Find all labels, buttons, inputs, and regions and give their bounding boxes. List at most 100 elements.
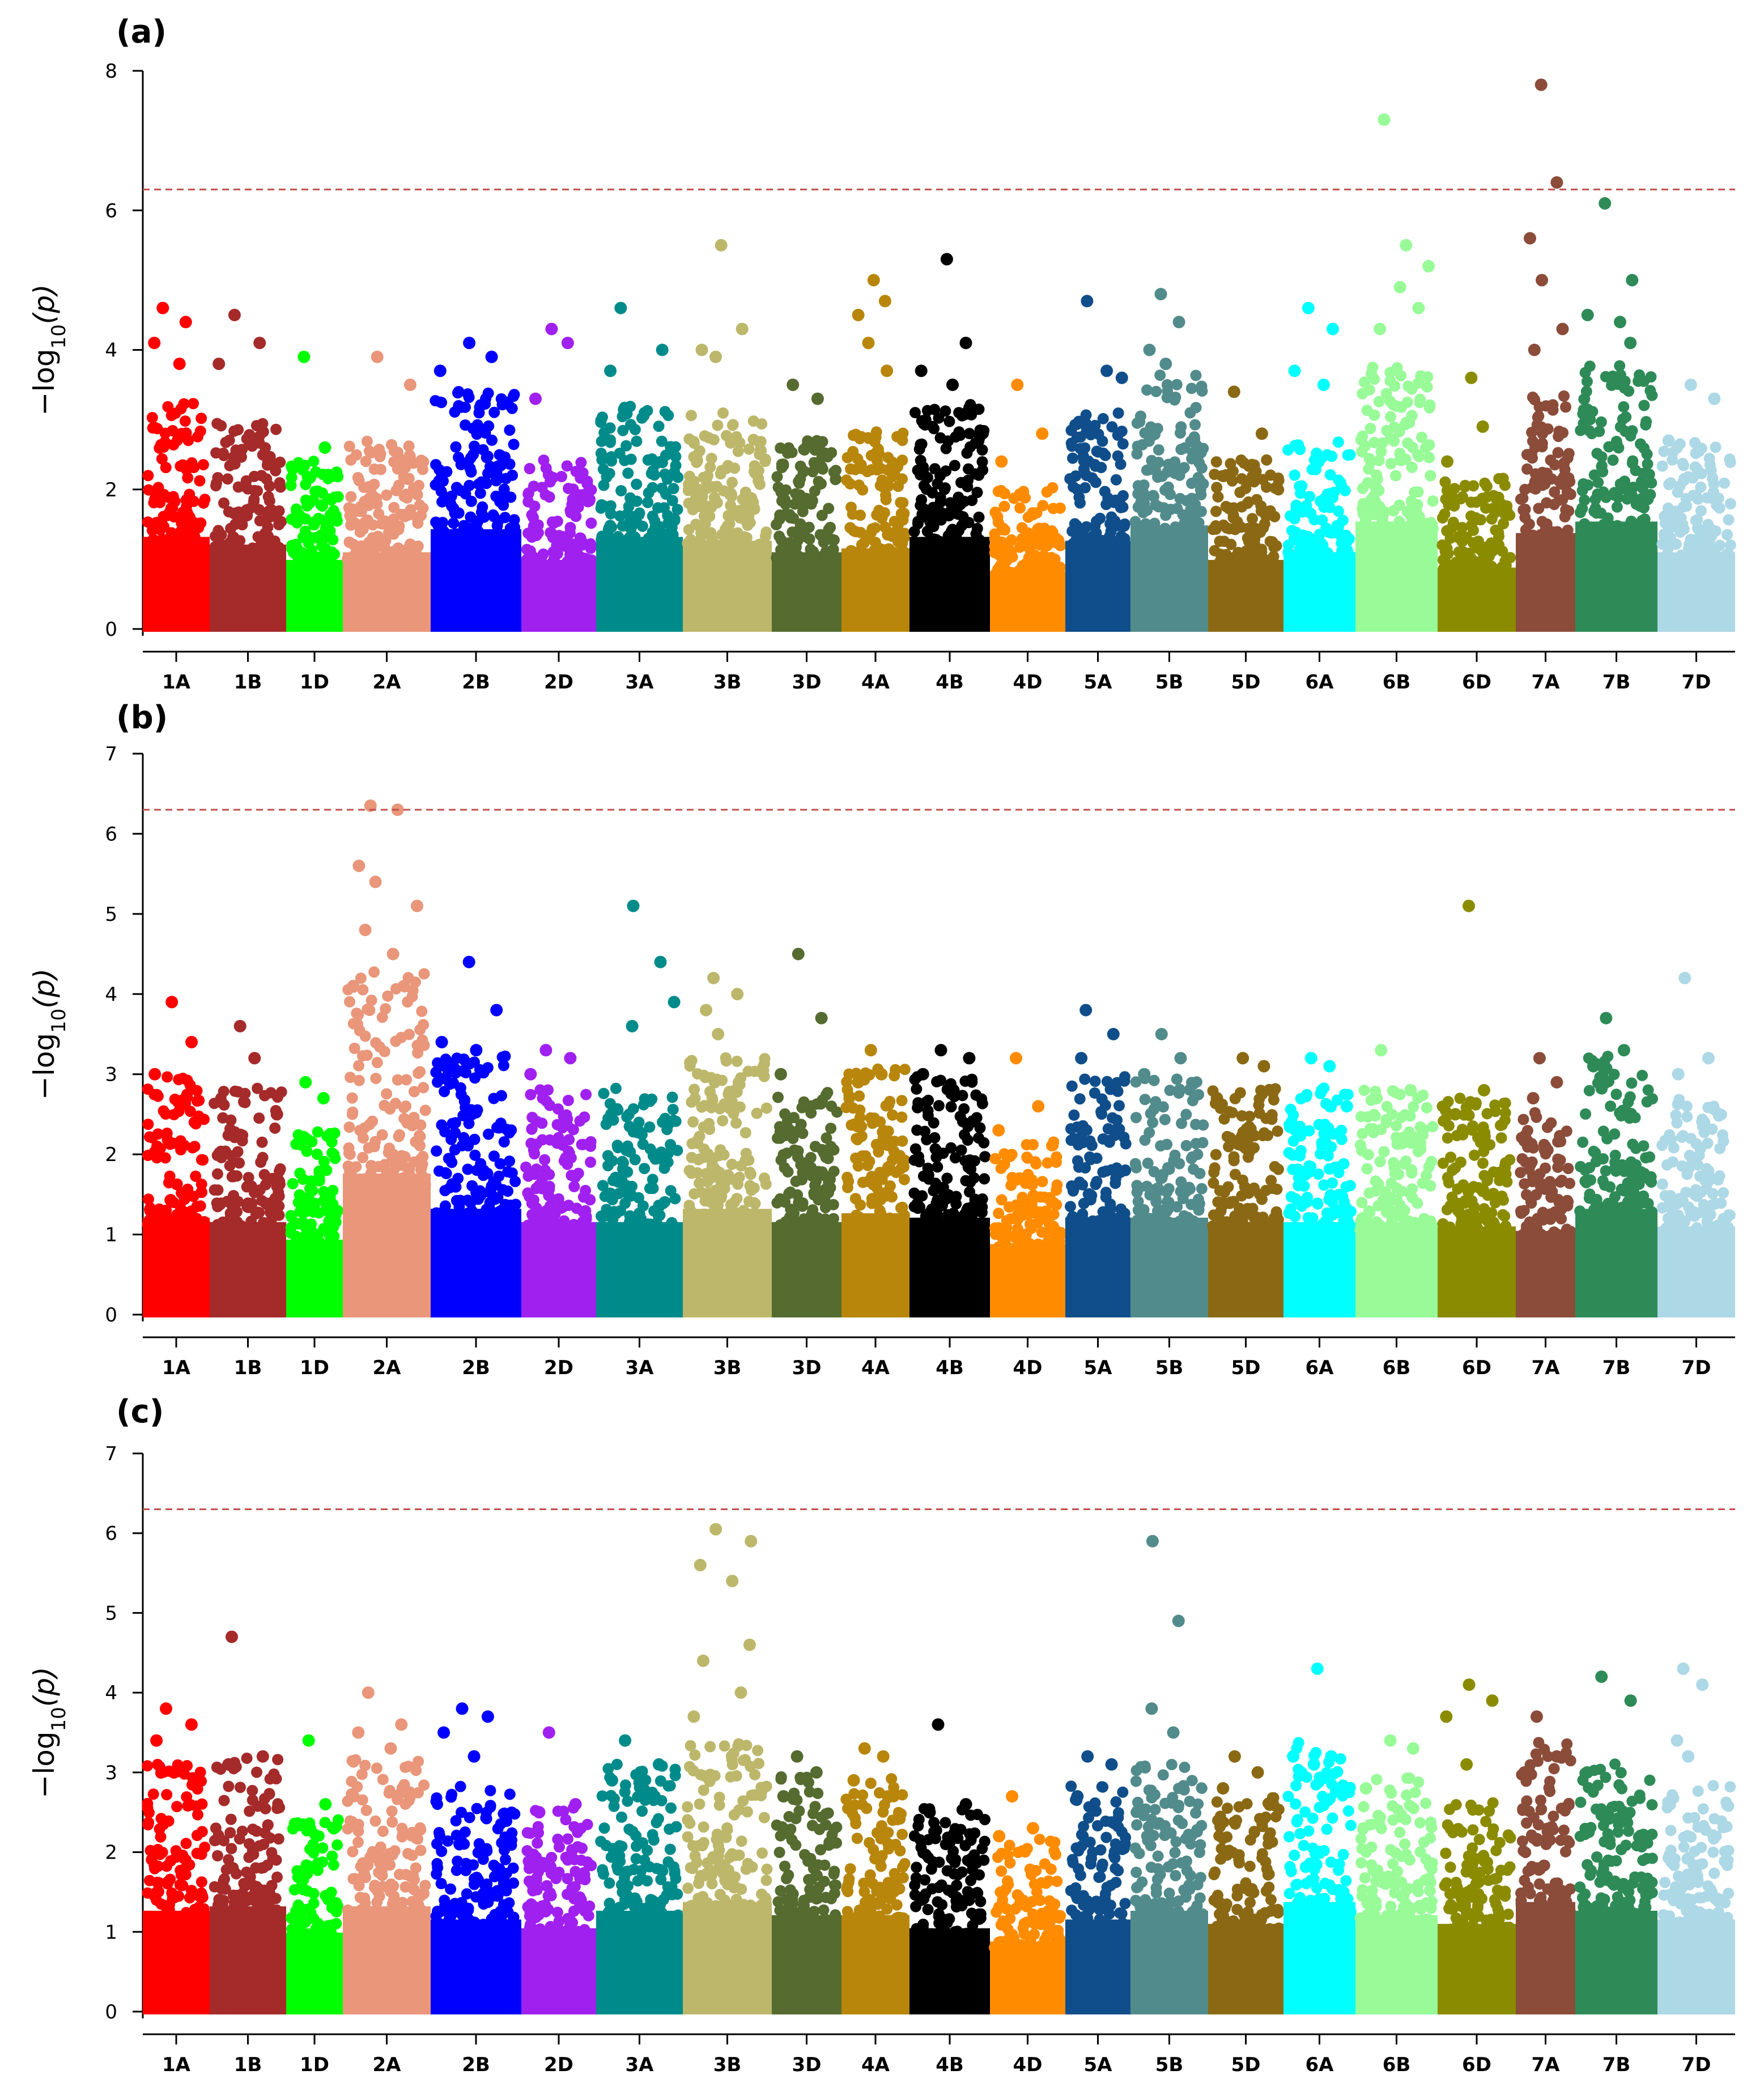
snp-point (949, 460, 960, 471)
snp-point (211, 1197, 223, 1209)
snp-point (1533, 535, 1544, 546)
snp-point (949, 539, 960, 551)
snp-point (1198, 478, 1209, 490)
snp-point (846, 1120, 857, 1131)
snp-point (1110, 1173, 1121, 1184)
snp-point (945, 505, 957, 517)
snp-point (1368, 437, 1380, 448)
snp-point (975, 1123, 986, 1134)
snp-point (1423, 1225, 1435, 1236)
snp-point (1236, 1130, 1247, 1142)
snp-point (620, 1144, 632, 1155)
snp-point (1362, 477, 1374, 488)
snp-point (408, 1112, 419, 1123)
snp-point (857, 1177, 869, 1188)
dense-snp-band (1208, 1222, 1283, 1317)
dense-snp-band (210, 545, 286, 632)
snp-point (399, 981, 410, 993)
snp-point (1423, 452, 1435, 464)
snp-point (845, 464, 856, 475)
snp-point (1368, 1123, 1379, 1134)
snp-point (826, 534, 837, 545)
snp-point (409, 1086, 420, 1097)
snp-point (1370, 1175, 1382, 1187)
snp-point (1293, 1180, 1304, 1191)
snp-point (452, 1173, 464, 1184)
snp-point (539, 1164, 551, 1176)
snp-point (779, 1162, 790, 1174)
snp-point (621, 1111, 632, 1123)
chromosome-6B (1354, 1044, 1438, 1317)
y-tick-label: 4 (105, 983, 117, 1006)
snp-point (259, 1090, 270, 1102)
snp-point (1560, 401, 1571, 413)
chromosome-1D (286, 351, 344, 632)
snp-point (979, 1173, 990, 1184)
snp-point (373, 508, 384, 520)
snp-point (1364, 384, 1375, 396)
snp-point (563, 1146, 574, 1157)
chromosome-6D (1436, 900, 1516, 1317)
snp-point (651, 458, 662, 469)
snp-point (841, 1172, 853, 1183)
snp-point (198, 1113, 210, 1125)
snp-point (440, 1053, 452, 1065)
snp-point (1260, 1113, 1272, 1124)
snp-point (1131, 1180, 1142, 1191)
snp-point (1427, 495, 1439, 507)
snp-point (190, 1171, 201, 1182)
snp-point (441, 1168, 452, 1179)
x-tick-label: 5A (1084, 1357, 1113, 1379)
snp-point (977, 456, 988, 467)
snp-point (605, 1188, 616, 1199)
peak-snp (1323, 1060, 1336, 1073)
snp-point (928, 423, 940, 434)
snp-point (1285, 1104, 1297, 1115)
snp-point (1174, 1158, 1185, 1170)
peak-snp (1175, 1052, 1187, 1064)
snp-point (1634, 500, 1646, 512)
snp-point (1657, 461, 1668, 472)
snp-point (1046, 1197, 1057, 1209)
x-tick-label: 4B (936, 1357, 964, 1379)
x-tick-label: 3D (792, 671, 822, 694)
snp-point (1420, 443, 1431, 454)
snp-point (183, 1215, 194, 1226)
snp-point (1273, 1164, 1284, 1175)
chromosome-2B (430, 337, 521, 632)
snp-point (1340, 1224, 1351, 1235)
snp-point (605, 437, 616, 448)
snp-point (412, 517, 423, 529)
snp-point (726, 1159, 738, 1170)
snp-point (529, 1148, 540, 1159)
snp-point (1196, 1183, 1208, 1194)
peak-snp (1159, 358, 1172, 370)
snp-point (1426, 1156, 1437, 1167)
chromosome-4A (840, 1044, 911, 1317)
snp-point (1615, 421, 1626, 432)
snp-point (304, 1183, 316, 1194)
snp-point (483, 1129, 494, 1140)
snp-point (158, 1106, 169, 1117)
snp-point (1229, 1155, 1240, 1166)
snp-point (698, 472, 709, 483)
snp-point (1242, 1205, 1253, 1217)
snp-point (1427, 523, 1439, 534)
snp-point (1406, 462, 1418, 473)
snp-point (1189, 1090, 1201, 1102)
snp-point (1111, 474, 1122, 486)
snp-point (1186, 382, 1197, 394)
snp-point (411, 542, 422, 554)
snp-point (1316, 1219, 1328, 1231)
snp-point (394, 461, 405, 473)
snp-point (1580, 367, 1591, 379)
snp-point (946, 1101, 957, 1112)
snp-point (1295, 1093, 1307, 1104)
snp-point (1438, 1115, 1449, 1126)
snp-point (213, 534, 224, 546)
snp-point (481, 452, 492, 463)
snp-point (448, 530, 460, 541)
snp-point (144, 1205, 156, 1217)
snp-point (747, 496, 759, 508)
snp-point (855, 1200, 866, 1211)
